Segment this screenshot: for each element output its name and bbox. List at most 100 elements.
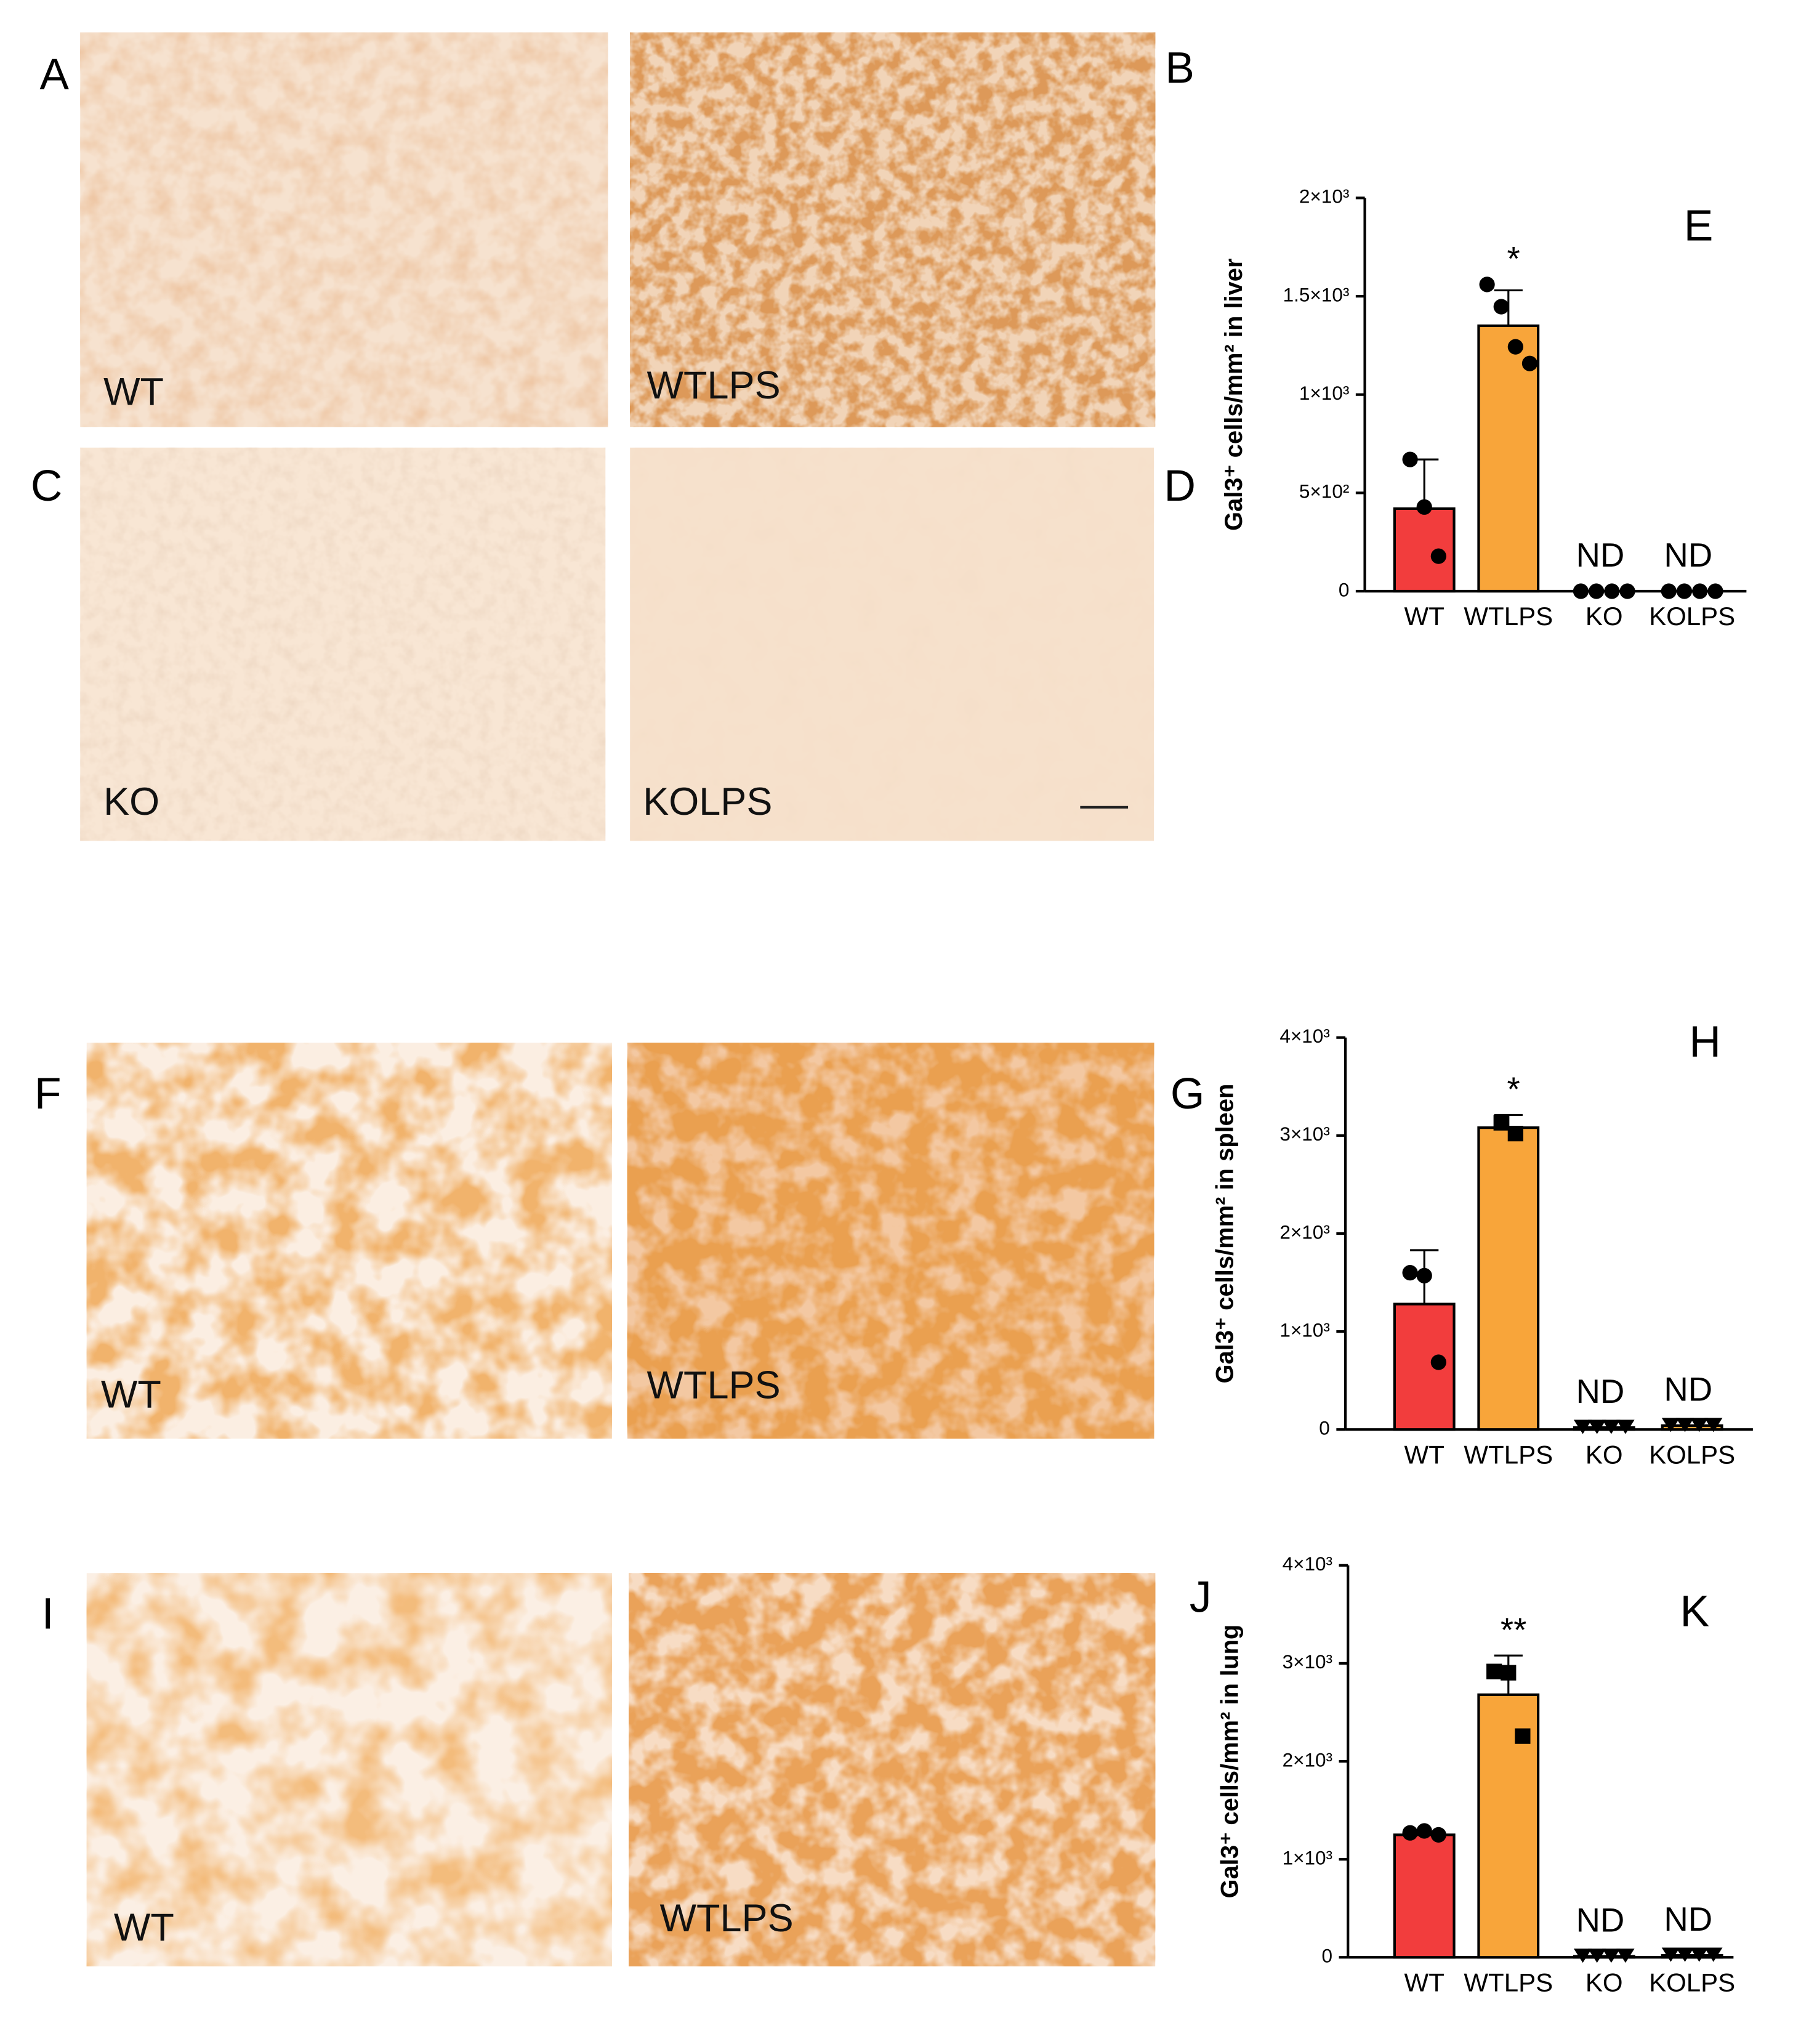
annotation: ND: [1576, 1373, 1625, 1410]
data-point: [1430, 1354, 1446, 1370]
annotation: ND: [1664, 1371, 1712, 1408]
data-point: [1573, 1949, 1592, 1963]
data-point: [1402, 1825, 1418, 1841]
panel-letter: I: [42, 1590, 54, 1639]
y-axis-label: Gal3⁺ cells/mm² in liver: [1220, 258, 1247, 530]
data-point: [1704, 1947, 1723, 1962]
annotation: ND: [1576, 1901, 1625, 1939]
micrograph-caption: WT: [103, 370, 164, 413]
data-point: [1515, 1728, 1531, 1744]
data-point: [1589, 583, 1605, 599]
micrograph-caption: KO: [103, 780, 159, 823]
panel-letter: B: [1165, 43, 1195, 92]
x-tick-label: WTLPS: [1464, 602, 1553, 631]
data-point: [1616, 1949, 1635, 1963]
panel-letter: K: [1680, 1586, 1710, 1636]
bar: [1573, 1426, 1635, 1431]
data-point: [1690, 1947, 1709, 1962]
data-point: [1676, 583, 1693, 599]
micrograph-texture: [80, 32, 608, 427]
micrograph-texture: [80, 447, 606, 841]
bar: [1573, 1955, 1635, 1959]
annotation: *: [1507, 1070, 1520, 1108]
y-tick-label: 0: [1339, 578, 1350, 600]
micrograph-caption: WTLPS: [647, 1364, 781, 1407]
bar: [1477, 1126, 1540, 1431]
x-tick-label: WT: [1404, 602, 1444, 631]
micrograph-texture: [86, 1573, 612, 1966]
data-point: [1402, 451, 1418, 467]
bar-chart: 0 1×10³ 2×10³ 3×10³ 4×10³ Gal3⁺ cells/mm² in …: [1211, 1025, 1753, 1469]
panel-letter: H: [1689, 1017, 1721, 1067]
panel-letter: E: [1684, 201, 1714, 251]
data-point: [1675, 1418, 1694, 1432]
x-tick-label: KOLPS: [1649, 1968, 1735, 1997]
micrograph-texture: [630, 447, 1154, 841]
data-point: [1521, 355, 1538, 371]
micrograph-texture: [86, 1043, 612, 1439]
y-tick-label: 0: [1322, 1945, 1333, 1967]
panel-letter: F: [34, 1069, 62, 1118]
data-point: [1479, 277, 1495, 293]
data-point: [1707, 583, 1723, 599]
y-tick-label: 5×10²: [1299, 480, 1349, 503]
y-tick-label: 2×10³: [1299, 185, 1349, 208]
micrograph-caption: WTLPS: [647, 364, 781, 407]
y-tick-label: 3×10³: [1283, 1650, 1332, 1673]
y-axis-label: Gal3⁺ cells/mm² in spleen: [1211, 1084, 1238, 1384]
annotation: ND: [1576, 536, 1625, 574]
micrograph-caption: WT: [101, 1373, 161, 1416]
x-tick-label: KO: [1585, 1968, 1623, 1997]
micrograph: KO: [80, 447, 606, 841]
data-point: [1661, 1418, 1680, 1432]
data-point: [1416, 1267, 1432, 1283]
y-axis-label: Gal3⁺ cells/mm² in lung: [1217, 1625, 1244, 1899]
data-point: [1573, 583, 1589, 599]
x-tick-label: WT: [1404, 1968, 1444, 1997]
data-point: [1493, 299, 1509, 315]
y-tick-label: 0: [1319, 1417, 1330, 1439]
data-point: [1661, 583, 1677, 599]
y-tick-label: 4×10³: [1279, 1025, 1329, 1047]
bar: [1661, 1424, 1723, 1431]
data-point: [1501, 1665, 1517, 1681]
micrograph-texture: [630, 32, 1156, 427]
data-point: [1402, 1264, 1418, 1281]
micrograph-texture: [629, 1573, 1156, 1966]
x-tick-label: KO: [1585, 602, 1623, 631]
data-point: [1486, 1663, 1502, 1679]
panel-letter: C: [31, 461, 63, 511]
bar: [1393, 507, 1456, 593]
data-point: [1704, 1418, 1723, 1432]
data-point: [1416, 1823, 1432, 1839]
data-point: [1619, 583, 1635, 599]
data-point: [1602, 1420, 1621, 1434]
data-point: [1661, 1947, 1680, 1962]
micrograph-caption: WT: [114, 1906, 174, 1949]
data-point: [1493, 1115, 1509, 1131]
bar: [1393, 1303, 1456, 1431]
data-point: [1675, 1947, 1694, 1962]
y-tick-label: 4×10³: [1283, 1553, 1332, 1575]
micrograph: WT: [86, 1043, 612, 1439]
y-tick-label: 1×10³: [1279, 1319, 1329, 1341]
data-point: [1430, 548, 1446, 564]
panel-letter: A: [39, 50, 69, 99]
data-point: [1692, 583, 1708, 599]
annotation: ND: [1664, 1901, 1712, 1938]
bar-chart: 0 5×10² 1×10³ 1.5×10³ 2×10³ Gal3⁺ cells/mm² i…: [1220, 185, 1747, 631]
data-point: [1507, 339, 1523, 355]
data-point: [1430, 1827, 1446, 1843]
data-point: [1602, 1949, 1621, 1963]
micrograph: KOLPS: [630, 447, 1154, 841]
data-point: [1507, 1126, 1523, 1142]
y-tick-label: 2×10³: [1283, 1748, 1332, 1771]
data-point: [1587, 1420, 1606, 1434]
micrograph-caption: KOLPS: [643, 780, 772, 823]
data-point: [1416, 499, 1432, 515]
micrograph: WTLPS: [629, 1573, 1156, 1966]
x-tick-label: KO: [1585, 1440, 1623, 1469]
micrograph: WTLPS: [627, 1043, 1154, 1439]
micrograph: WTLPS: [630, 32, 1156, 427]
